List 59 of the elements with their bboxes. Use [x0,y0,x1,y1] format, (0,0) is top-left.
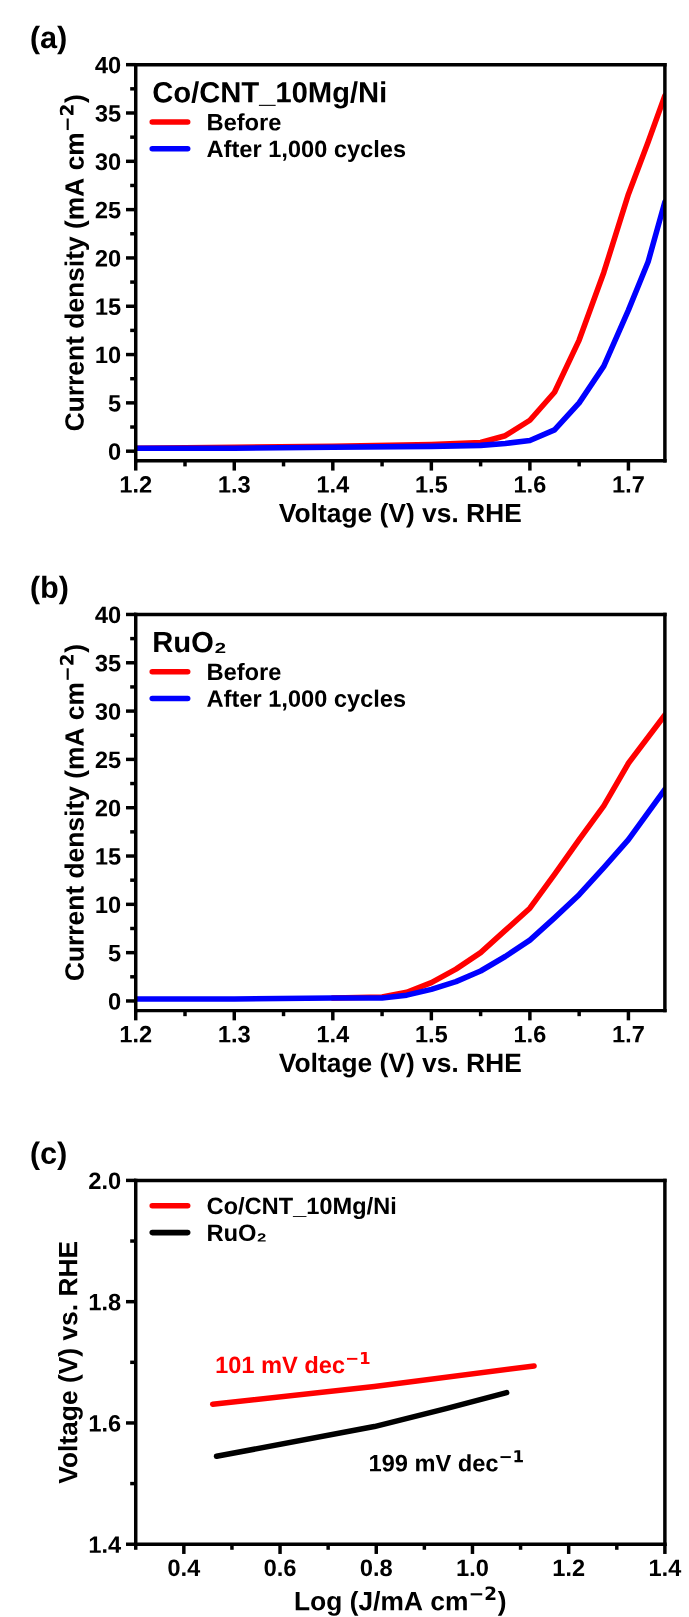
legend-label: Before [208,662,281,681]
x-tick-label: 1.2 [553,1559,585,1576]
y-tick-label: 40 [95,56,121,74]
annotation: 101 mV dec$^{−1}$ [216,1351,370,1374]
y-tick-label: 0 [108,443,121,460]
legend-label: Co/CNT_10Mg/Ni [207,1196,396,1220]
y-tick-label: 30 [95,153,121,171]
y-tick-label: 10 [96,346,121,364]
legend-label: After 1,000 cycles [207,689,406,712]
y-tick-label: 0 [108,993,121,1010]
y-tick-label: 10 [96,896,121,914]
y-tick-label: 5 [108,395,121,412]
x-tick-label: 1.4 [317,476,350,493]
annotation: 199 mV dec$^{−1}$ [370,1450,523,1472]
y-axis-title: Voltage (V) vs. RHE [58,1241,83,1484]
x-tick-label: 1.5 [416,476,448,493]
x-tick-label: 1.2 [120,1025,152,1043]
x-tick-label: 1.6 [514,1025,546,1043]
x-tick-label: 1.4 [649,1559,682,1576]
x-tick-label: 1.0 [457,1559,488,1577]
chart-title: (b) [31,575,68,605]
y-tick-label: 30 [95,703,121,720]
y-tick-label: 15 [96,298,121,316]
x-tick-label: 1.7 [613,476,644,493]
chart-title: (a) [31,25,66,55]
legend-label: Before [208,113,281,131]
y-tick-label: 25 [95,751,121,769]
y-tick-label: 20 [95,250,121,267]
x-tick-label: 0.6 [264,1559,296,1577]
chart-title: (c) [31,1141,66,1171]
y-tick-label: 5 [108,944,121,962]
x-tick-label: 1.2 [120,476,152,493]
legend-label: After 1,000 cycles [207,139,406,162]
x-axis-title: Voltage (V) vs. RHE [279,502,521,528]
x-tick-label: 1.7 [613,1026,644,1043]
y-tick-label: 20 [95,799,121,817]
y-tick-label: 25 [95,201,121,219]
x-axis-title: Log (J/mA cm$^{−2}$) [295,1586,506,1616]
y-tick-label: 40 [95,606,121,624]
x-tick-label: 1.5 [416,1026,448,1043]
legend-label: RuO₂ [208,1224,266,1242]
y-tick-label: 1.6 [89,1415,121,1432]
y-tick-label: 1.4 [89,1536,122,1553]
y-axis-title: Current density (mA cm$^{−2}$) [59,95,90,431]
y-axis-title: Current density (mA cm$^{−2}$) [59,645,90,981]
x-tick-label: 1.3 [219,1025,250,1043]
x-tick-label: 1.3 [219,476,250,493]
x-tick-label: 0.8 [360,1559,392,1577]
x-tick-label: 1.6 [514,476,546,493]
x-axis-title: Voltage (V) vs. RHE [279,1052,521,1078]
legend-title: RuO₂ [154,631,226,654]
y-tick-label: 15 [96,848,121,865]
x-tick-label: 1.4 [317,1026,350,1043]
y-tick-label: 35 [95,105,121,122]
y-tick-label: 2.0 [89,1172,121,1190]
y-tick-label: 1.8 [89,1293,121,1311]
x-tick-label: 0.4 [168,1559,201,1577]
y-tick-label: 35 [95,654,121,672]
legend-title: Co/CNT_10Mg/Ni [153,81,386,109]
